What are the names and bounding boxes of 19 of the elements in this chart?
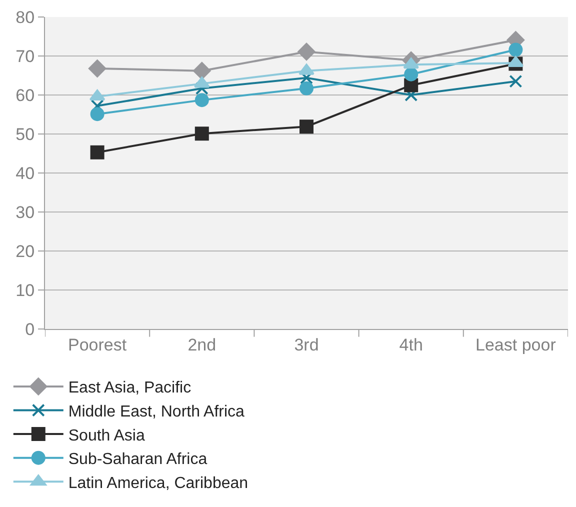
legend-label: East Asia, Pacific [68, 380, 192, 397]
y-tick-label: 70 [16, 46, 35, 66]
legend-label: Middle East, North Africa [68, 404, 245, 420]
legend-label: South Asia [68, 427, 145, 444]
x-tick-label: Least poor [476, 335, 556, 354]
y-tick-label: 10 [16, 280, 35, 300]
y-tick-label: 20 [16, 242, 35, 261]
y-tick-label: 0 [25, 320, 35, 339]
y-tick-label: 30 [16, 202, 35, 222]
y-tick-label: 50 [16, 124, 35, 144]
legend-label: Sub-Saharan Africa [68, 451, 208, 468]
x-tick-label: 3rd [294, 335, 319, 354]
x-tick-label: Poorest [68, 335, 127, 354]
y-tick-label: 40 [16, 164, 35, 183]
y-tick-label: 80 [16, 8, 35, 27]
x-tick-label: 2nd [188, 335, 216, 354]
x-tick-label: 4th [399, 335, 423, 354]
legend-label: Latin America, Caribbean [68, 474, 248, 492]
y-tick-label: 60 [16, 86, 35, 105]
